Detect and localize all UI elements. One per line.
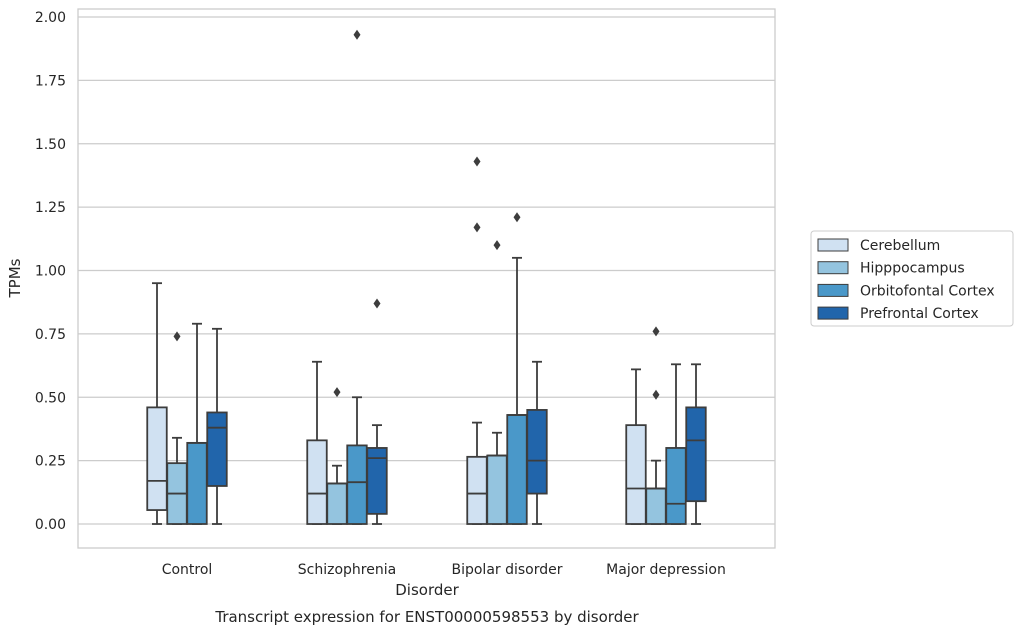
box-body [625,424,647,525]
plot-area-frame [77,8,776,549]
x-tick-label: Major depression [606,562,726,578]
y-tick-label: 1.00 [35,264,66,280]
box [645,326,667,525]
outlier-point [652,389,660,400]
box [466,156,488,525]
outlier-point [652,326,660,337]
y-tick-label: 0.00 [35,517,66,533]
legend-label: Orbitofontal Cortex [860,283,995,299]
x-axis-label: Disorder [395,581,459,599]
box-body [685,406,707,503]
box [486,240,508,525]
outlier-point [373,298,381,309]
outlier-point [353,29,361,40]
chart-caption: Transcript expression for ENST0000059855… [214,608,639,626]
series-orbitofontal-cortex [186,29,687,525]
legend-label: Cerebellum [860,238,940,254]
box-body [346,444,368,525]
box [206,327,228,525]
outlier-point [173,331,181,342]
y-tick-label: 2.00 [35,10,66,26]
y-axis-label: TPMs [6,258,24,298]
box [625,368,647,525]
outlier-point [333,387,341,398]
box [685,363,707,525]
y-tick-label: 1.75 [35,73,66,89]
box-body [306,439,328,525]
x-tick-label: Bipolar disorder [451,562,562,578]
series-prefrontal-cortex [206,298,707,525]
legend-item: Cerebellum [817,238,940,254]
legend-frame [810,230,1014,327]
legend-item: Hipppocampus [817,261,965,277]
box-body [645,487,667,525]
box-series [146,29,707,525]
series-cerebellum [146,156,647,525]
legend-swatch [817,238,849,252]
legend-swatch [817,306,849,320]
legend-item: Prefrontal Cortex [817,306,979,322]
series-hipppocampus [166,240,667,525]
box [526,360,548,525]
outlier-point [513,212,521,223]
box-body [206,411,228,487]
box [166,331,188,525]
box [665,363,687,525]
y-tick-labels: 0.00 0.25 0.50 0.75 1.00 1.25 1.50 1.75 2.00 [35,10,66,533]
box-body [486,454,508,525]
outlier-point [493,240,501,251]
y-tick-label: 0.75 [35,327,66,343]
x-tick-label: Schizophrenia [298,562,396,578]
box [306,360,328,525]
box-body [526,409,548,495]
legend: Cerebellum Hipppocampus Orbitofontal Corte… [810,230,1014,327]
y-tick-label: 0.25 [35,454,66,470]
legend-item: Orbitofontal Cortex [817,283,995,299]
box [366,298,388,525]
legend-label: Prefrontal Cortex [860,306,979,322]
x-tick-labels: Control Schizophrenia Bipolar disorder Majo… [162,562,726,578]
box [506,212,528,525]
box-body [146,406,168,511]
box-body [665,447,687,525]
box [146,282,168,525]
box-body [506,414,528,525]
y-tick-label: 1.50 [35,137,66,153]
x-tick-label: Control [162,562,213,578]
y-tick-label: 1.25 [35,200,66,216]
box [346,29,368,525]
legend-swatch [817,283,849,297]
legend-swatch [817,261,849,275]
box [326,387,348,525]
box-body [366,447,388,515]
outlier-point [473,222,481,233]
box-body [186,441,208,525]
box-body [466,455,488,525]
box-body [326,482,348,525]
box [186,322,208,525]
y-tick-label: 0.50 [35,390,66,406]
outlier-point [473,156,481,167]
legend-label: Hipppocampus [860,261,965,277]
